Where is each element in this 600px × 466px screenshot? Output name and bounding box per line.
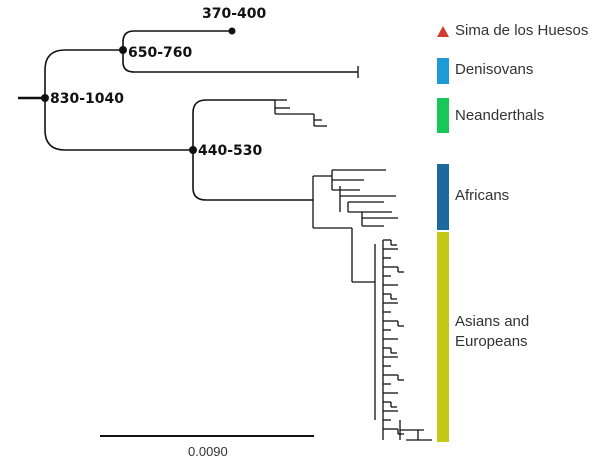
- node-label-denisovan-split: 650-760: [128, 45, 193, 61]
- node-label-root: 830-1040: [50, 91, 124, 107]
- root-node-dot: [41, 94, 49, 102]
- legend-neanderthals-bar: [437, 98, 449, 133]
- legend-africans-bar: [437, 164, 449, 230]
- node-label-human-split: 440-530: [198, 143, 263, 159]
- sima-tip-dot: [228, 27, 236, 35]
- legend-sima-label: Sima de los Huesos: [455, 22, 589, 39]
- node-label-sima: 370-400: [202, 6, 267, 22]
- legend-asians-europeans-line1: Asians and: [455, 313, 530, 330]
- branch-modern-humans: [192, 150, 313, 201]
- human-split-node-dot: [189, 146, 197, 154]
- legend-denisovans-label: Denisovans: [455, 61, 534, 78]
- branch-archaic-clade: [44, 49, 123, 98]
- legend-neanderthals-label: Neanderthals: [455, 107, 545, 124]
- legend-africans-label: Africans: [455, 187, 510, 204]
- legend-asians-europeans-label: Asians and Europeans: [455, 312, 529, 352]
- branch-sima: [122, 30, 232, 50]
- denisovan-split-node-dot: [119, 46, 127, 54]
- legend-asians-europeans-bar: [437, 232, 449, 442]
- branch-human-neanderthal-clade: [44, 98, 193, 151]
- legend-asians-europeans-line2: Europeans: [455, 333, 528, 350]
- scale-bar-label: 0.0090: [188, 444, 228, 459]
- legend-denisovans-bar: [437, 58, 449, 84]
- triangle-icon: [437, 26, 449, 37]
- branch-denisovan: [122, 50, 358, 73]
- branch-neanderthals: [192, 99, 275, 150]
